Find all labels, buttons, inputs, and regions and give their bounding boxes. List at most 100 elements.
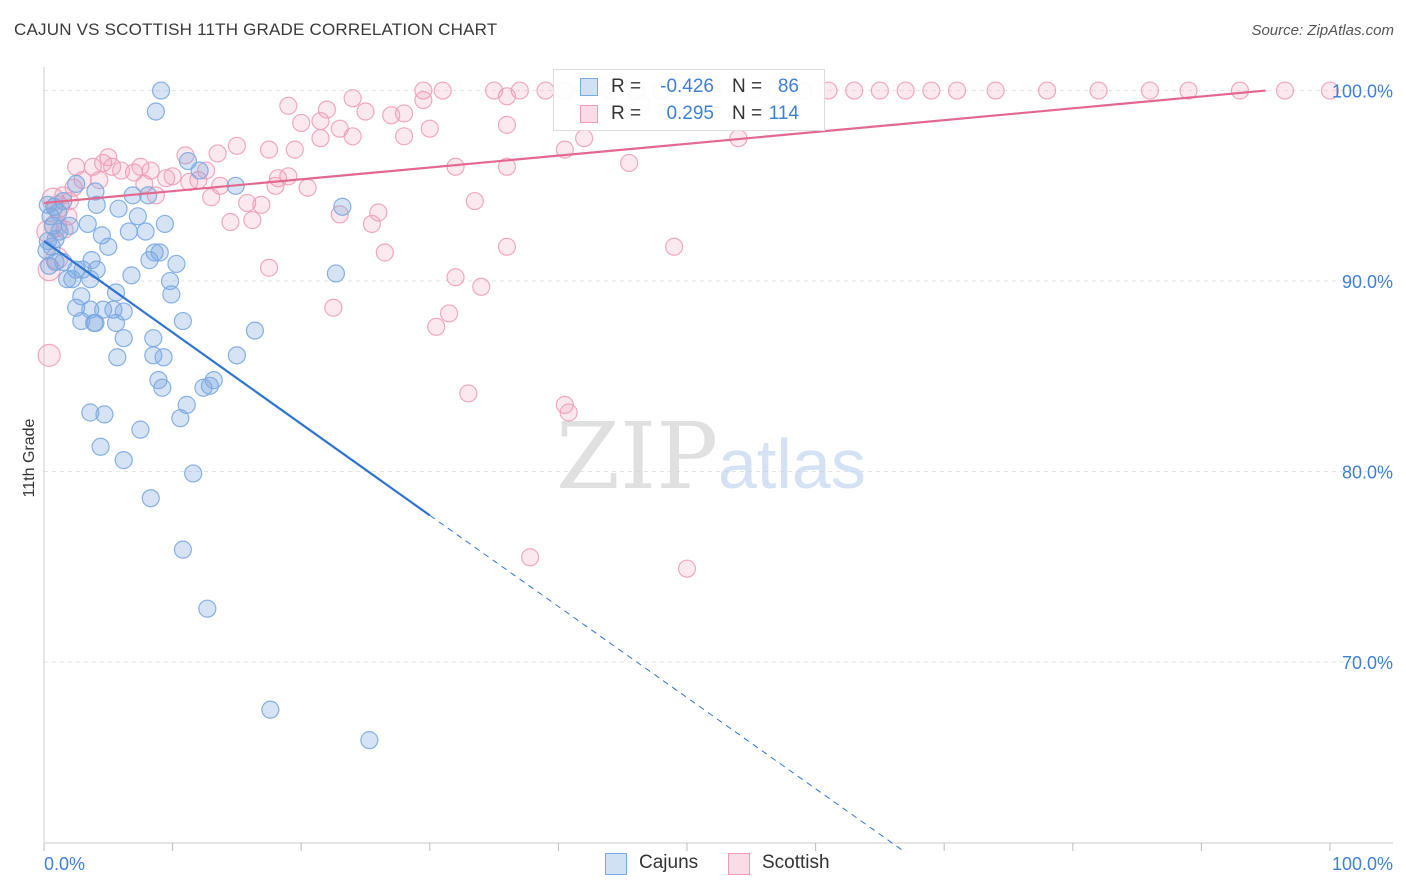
scottish-point bbox=[324, 298, 343, 317]
scottish-point bbox=[208, 144, 227, 163]
cajuns-point bbox=[171, 409, 190, 428]
scottish-swatch bbox=[580, 105, 598, 123]
cajuns-point bbox=[114, 451, 133, 470]
scottish-point bbox=[196, 161, 216, 180]
source-label: Source: ZipAtlas.com bbox=[1251, 22, 1394, 39]
scottish-point bbox=[665, 237, 684, 256]
legend-n-value: 114 bbox=[768, 103, 799, 124]
scottish-point bbox=[521, 548, 540, 567]
scottish-point bbox=[157, 169, 176, 188]
legend-row-scottish: R = 0.295 N = 114 bbox=[554, 101, 824, 127]
scottish-point bbox=[497, 157, 517, 176]
scottish-point bbox=[343, 127, 362, 146]
y-tick-label: 80.0% bbox=[1342, 463, 1393, 483]
cajuns-point bbox=[38, 195, 57, 214]
legend-n-value: 86 bbox=[777, 76, 799, 97]
cajuns-point bbox=[245, 321, 265, 340]
cajuns-point bbox=[198, 599, 217, 618]
cajuns-point bbox=[184, 464, 203, 483]
cajuns-point bbox=[94, 300, 113, 319]
legend-label-scottish: Scottish bbox=[762, 852, 830, 873]
scottish-point bbox=[986, 81, 1005, 100]
cajuns-point bbox=[49, 203, 68, 222]
scottish-point bbox=[439, 304, 459, 323]
scottish-point bbox=[1230, 81, 1250, 100]
cajuns-point bbox=[146, 102, 165, 121]
cajuns-swatch bbox=[580, 78, 598, 96]
cajuns-point bbox=[200, 376, 219, 395]
stats-legend: R = -0.426 N = 86 R = 0.295 N = 114 bbox=[553, 69, 825, 131]
y-tick-label: 70.0% bbox=[1342, 653, 1393, 673]
scottish-point bbox=[845, 81, 864, 100]
scottish-point bbox=[259, 258, 279, 277]
scottish-point bbox=[285, 140, 304, 159]
cajuns-point bbox=[141, 489, 160, 508]
scottish-point bbox=[1320, 81, 1340, 100]
cajuns-point bbox=[106, 313, 126, 333]
cajuns-point bbox=[87, 195, 106, 214]
legend-r-value: 0.295 bbox=[666, 103, 714, 124]
cajuns-point bbox=[140, 251, 159, 270]
scottish-point bbox=[146, 186, 165, 205]
cajuns-point bbox=[160, 271, 180, 291]
cajuns-point bbox=[67, 298, 86, 317]
y-tick-label: 100.0% bbox=[1332, 82, 1393, 102]
scottish-point bbox=[459, 384, 478, 403]
scottish-point bbox=[94, 153, 113, 173]
scottish-point bbox=[202, 188, 221, 207]
cajuns-point bbox=[109, 199, 128, 218]
legend-n-label: N = bbox=[732, 76, 763, 97]
scottish-point bbox=[311, 111, 330, 131]
scottish-trend-line bbox=[43, 89, 1266, 205]
scottish-point bbox=[238, 193, 257, 213]
cajuns-point bbox=[190, 161, 209, 180]
scottish-point bbox=[37, 343, 61, 367]
scottish-point bbox=[1275, 81, 1295, 100]
scottish-point bbox=[1037, 81, 1057, 100]
axes bbox=[43, 67, 1393, 851]
cajuns-point bbox=[78, 214, 97, 234]
grid-lines bbox=[44, 90, 1393, 663]
cajuns-swatch bbox=[605, 853, 627, 875]
trend-lines bbox=[43, 89, 1266, 853]
scottish-point bbox=[369, 203, 388, 222]
cajuns-point bbox=[50, 222, 69, 241]
scottish-point bbox=[394, 127, 414, 146]
cajuns-point bbox=[92, 226, 111, 245]
scottish-point bbox=[362, 214, 382, 234]
cajuns-point bbox=[82, 251, 101, 270]
scottish-point bbox=[465, 191, 484, 211]
scottish-point bbox=[243, 211, 262, 230]
cajuns-point bbox=[173, 311, 192, 331]
scottish-point bbox=[131, 157, 150, 176]
scottish-point bbox=[279, 96, 298, 115]
scottish-point bbox=[575, 129, 594, 148]
scottish-point bbox=[311, 129, 330, 148]
chart-title: CAJUN VS SCOTTISH 11TH GRADE CORRELATION… bbox=[14, 20, 498, 39]
scottish-point bbox=[559, 403, 578, 422]
cajuns-point bbox=[119, 222, 138, 241]
cajuns-point bbox=[95, 405, 114, 424]
cajuns-point bbox=[99, 237, 118, 256]
cajuns-point bbox=[144, 329, 163, 348]
cajuns-point bbox=[154, 348, 173, 367]
x-tick-label: 100.0% bbox=[1332, 854, 1393, 874]
legend-label-cajuns: Cajuns bbox=[639, 852, 699, 873]
cajuns-point bbox=[128, 207, 147, 226]
scottish-point bbox=[446, 157, 465, 176]
cajuns-trend-extension bbox=[429, 514, 906, 853]
scottish-point bbox=[356, 102, 375, 121]
scottish-point bbox=[420, 119, 439, 138]
cajuns-point bbox=[40, 256, 59, 275]
cajuns-point bbox=[153, 378, 172, 397]
scottish-point bbox=[472, 277, 491, 296]
scottish-point bbox=[870, 81, 890, 100]
cajuns-point bbox=[227, 346, 246, 365]
legend-r-label: R = bbox=[611, 103, 642, 124]
scottish-point bbox=[259, 140, 279, 159]
scottish-point bbox=[375, 243, 394, 262]
watermark-zip: ZIP bbox=[556, 403, 718, 510]
y-axis-label: 11th Grade bbox=[21, 418, 38, 497]
scottish-swatch bbox=[728, 853, 750, 875]
